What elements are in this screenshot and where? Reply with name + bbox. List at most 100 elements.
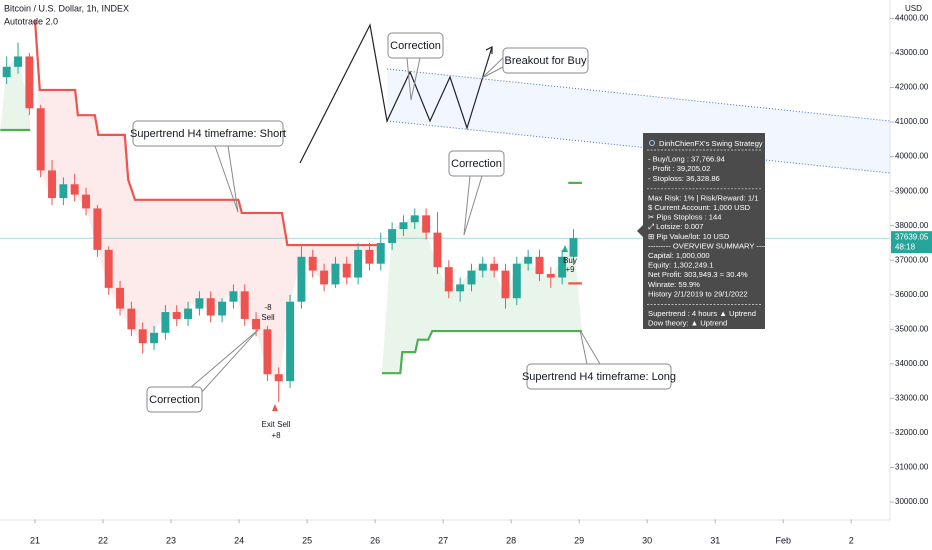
candle-body bbox=[456, 284, 465, 292]
zigzag bbox=[299, 23, 493, 164]
candle-body bbox=[433, 232, 442, 268]
info-line: Winrate: 59.9% bbox=[648, 280, 700, 289]
candle-body bbox=[116, 287, 125, 309]
x-tick-label: 23 bbox=[166, 535, 176, 545]
candle-body bbox=[229, 291, 238, 302]
info-title: DinhChienFX's Swing Strategy bbox=[659, 139, 763, 148]
exit-arrow bbox=[272, 404, 278, 411]
candle-body bbox=[36, 108, 45, 171]
candle-body bbox=[297, 256, 306, 302]
candle-body bbox=[308, 256, 317, 271]
info-line: ⤢ Lotsize: 0.007 bbox=[647, 222, 703, 231]
y-tick-label: 37000.00 bbox=[895, 255, 929, 264]
info-line: Net Profit: 303,949.3 ≈ 30.4% bbox=[648, 270, 748, 279]
callout: Breakout for Buy bbox=[481, 47, 589, 79]
x-tick-label: 21 bbox=[30, 535, 40, 545]
callout-box bbox=[146, 386, 203, 413]
candle-body bbox=[444, 267, 453, 292]
candle-body bbox=[490, 263, 499, 271]
candle-body bbox=[161, 312, 170, 333]
candle-body bbox=[535, 256, 544, 275]
x-tick-label: 30 bbox=[642, 535, 652, 545]
x-tick-label: 25 bbox=[302, 535, 312, 545]
y-tick-label: 34000.00 bbox=[895, 359, 929, 368]
info-line: ✂ Pips Stoploss : 144 bbox=[648, 213, 721, 222]
candle-body bbox=[127, 308, 136, 330]
candle-body bbox=[172, 312, 181, 319]
candle-body bbox=[546, 274, 555, 278]
pointer bbox=[463, 175, 483, 236]
info-line: - Buy/Long : 37,766.94 bbox=[648, 155, 725, 164]
callout-box bbox=[387, 32, 444, 59]
trade-label: +9 bbox=[565, 265, 575, 274]
pointer bbox=[227, 145, 239, 213]
candle-body bbox=[388, 229, 397, 243]
callout: Correction bbox=[146, 329, 259, 413]
y-tick-label: 32000.00 bbox=[895, 428, 929, 437]
y-tick-label: 41000.00 bbox=[895, 117, 929, 126]
candle-body bbox=[422, 215, 431, 233]
pointer bbox=[214, 145, 239, 213]
x-tick-label: 31 bbox=[710, 535, 720, 545]
sell-arrow bbox=[265, 333, 271, 340]
candle-body bbox=[93, 208, 102, 250]
info-tail bbox=[637, 225, 643, 237]
callout-text: Breakout for Buy bbox=[505, 55, 587, 67]
x-tick-label: Feb bbox=[775, 535, 791, 545]
info-line: $ Current Account: 1,000 USD bbox=[648, 203, 751, 212]
callout-text: Supertrend H4 timeframe: Long bbox=[522, 371, 676, 383]
candle-body bbox=[14, 56, 23, 67]
candle-body bbox=[240, 291, 249, 319]
candle-body bbox=[399, 222, 408, 230]
info-line: --------- OVERVIEW SUMMARY --------- bbox=[648, 241, 780, 250]
candle-body bbox=[274, 374, 283, 382]
callout: Supertrend H4 timeframe: Long bbox=[522, 329, 676, 390]
y-tick-label: 40000.00 bbox=[895, 152, 929, 161]
candle-body bbox=[218, 301, 227, 316]
pointer bbox=[579, 329, 588, 365]
y-tick-label: 30000.00 bbox=[895, 497, 929, 506]
candle-body bbox=[410, 215, 419, 223]
candle-body bbox=[184, 308, 193, 319]
supertrend-line bbox=[33, 20, 382, 247]
candle-body bbox=[478, 263, 487, 271]
candle-body bbox=[569, 238, 578, 257]
candle-body bbox=[342, 263, 351, 278]
arrow-head bbox=[485, 46, 493, 54]
pointer bbox=[199, 329, 259, 395]
pointer bbox=[410, 57, 421, 101]
x-tick-label: 26 bbox=[370, 535, 380, 545]
candle-body bbox=[365, 249, 374, 264]
info-line: Supertrend : 4 hours ▲ Uptrend bbox=[648, 309, 756, 318]
callout-text: Supertrend H4 timeframe: Short bbox=[130, 128, 286, 140]
candle-body bbox=[286, 301, 295, 382]
trade-label: -8 bbox=[264, 303, 272, 312]
candle-body bbox=[524, 256, 533, 264]
trade-label: Exit Sell bbox=[262, 420, 291, 429]
y-tick-label: 38000.00 bbox=[895, 221, 929, 230]
candle-body bbox=[320, 270, 329, 285]
callout-box bbox=[502, 47, 589, 74]
candle-body bbox=[104, 249, 113, 288]
candle-body bbox=[512, 263, 521, 299]
supertrend-fill bbox=[381, 215, 582, 374]
candle-body bbox=[501, 270, 510, 299]
candle-body bbox=[138, 329, 147, 344]
channel-line bbox=[386, 120, 891, 174]
info-line: Max Risk: 1% | Risk/Reward: 1/1 bbox=[648, 193, 758, 202]
callout-text: Correction bbox=[451, 158, 502, 170]
x-tick-label: 24 bbox=[234, 535, 244, 545]
info-line: History 2/1/2019 to 29/1/2022 bbox=[648, 289, 748, 298]
y-tick-label: 39000.00 bbox=[895, 186, 929, 195]
price-tag bbox=[891, 231, 932, 254]
y-tick-label: 36000.00 bbox=[895, 290, 929, 299]
callout-text: Correction bbox=[149, 394, 200, 406]
pointer bbox=[481, 66, 504, 79]
candle-body bbox=[150, 332, 159, 344]
pointer bbox=[579, 329, 601, 365]
candle-body bbox=[263, 329, 272, 375]
title: Bitcoin / U.S. Dollar, 1h, INDEX bbox=[4, 3, 129, 13]
info-line: Equity: 1,302,249.1 bbox=[648, 261, 713, 270]
